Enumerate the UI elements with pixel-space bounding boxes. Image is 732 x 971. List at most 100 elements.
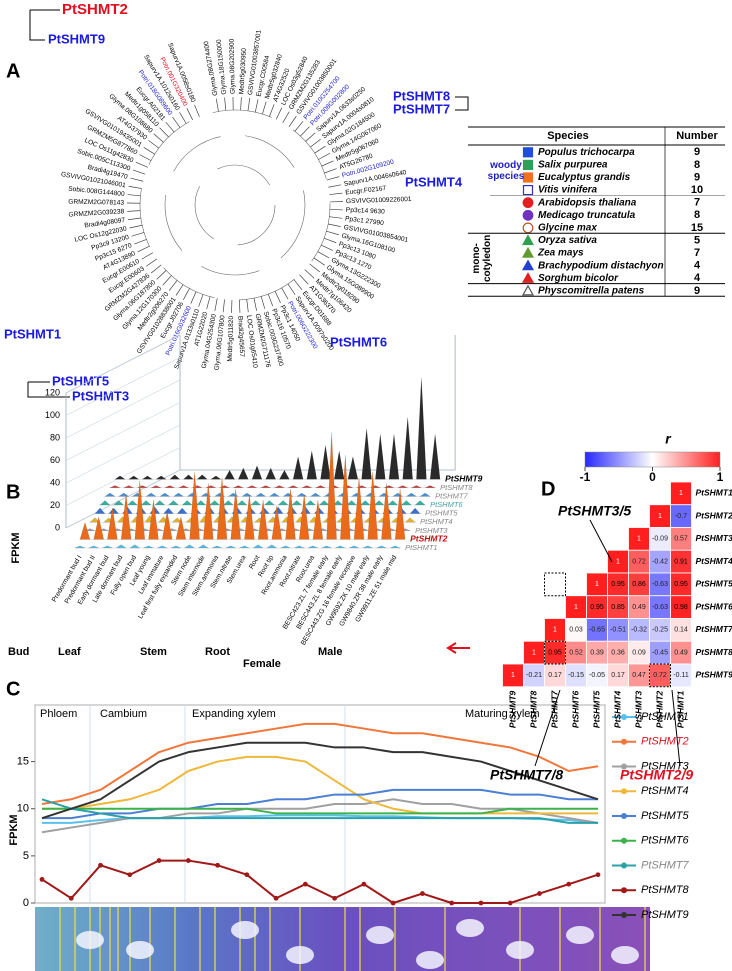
- heat-value: 0.17: [548, 672, 562, 679]
- colorbar: [584, 451, 721, 468]
- series-point: [507, 900, 513, 906]
- spike: [161, 511, 173, 540]
- tree-branch: [328, 184, 342, 188]
- gene-label: Glyma.08G202900: [229, 38, 237, 94]
- tree-branch: [254, 99, 259, 113]
- gene-label: Pp3c14 9630: [346, 207, 385, 216]
- row-label: PtSHMT1: [696, 488, 732, 498]
- spike: [251, 465, 263, 480]
- spike: [361, 428, 372, 480]
- tree-branch: [247, 97, 251, 111]
- legend-label: PtSHMT8: [641, 884, 690, 896]
- spike: [348, 545, 360, 549]
- tree-branch: [127, 217, 141, 221]
- series-point: [449, 900, 455, 906]
- legend-dot: [621, 862, 627, 869]
- legend-label: PtSHMT9: [641, 909, 689, 921]
- tree-branch: [127, 194, 141, 197]
- spike: [115, 544, 127, 549]
- spike: [74, 545, 86, 549]
- spike: [123, 485, 134, 488]
- bracket: [455, 96, 469, 111]
- series-line: [42, 788, 598, 820]
- tree-branch: [260, 296, 266, 309]
- species-name: Physcomitrella patens: [538, 286, 645, 297]
- tree-branch: [172, 116, 181, 128]
- plot-frame: [34, 704, 606, 904]
- spike: [197, 544, 209, 549]
- spike: [241, 492, 253, 497]
- tree-branch: [143, 146, 155, 155]
- spike: [195, 500, 207, 506]
- spike: [416, 377, 427, 480]
- y-grid-line: [65, 469, 181, 529]
- group-label: mono-cotyledon: [471, 235, 493, 282]
- spike: [279, 469, 290, 480]
- spike: [304, 500, 317, 506]
- spike: [271, 505, 283, 540]
- tree-branch: [179, 112, 187, 124]
- bracket: [27, 381, 70, 398]
- tree-branch: [326, 230, 339, 236]
- spike: [113, 500, 125, 506]
- heat-value: 1: [511, 672, 515, 679]
- heat-value: 0.91: [674, 558, 688, 565]
- tree-branch: [128, 185, 142, 189]
- spike: [145, 492, 157, 497]
- spike: [301, 485, 312, 488]
- y-tick-label: 5: [23, 850, 29, 862]
- heat-value: 0.72: [632, 558, 646, 565]
- spike: [118, 492, 130, 497]
- tree-branch: [274, 291, 281, 304]
- col-label: PtSHMT3: [633, 690, 643, 728]
- spike: [210, 475, 222, 480]
- tree-branch: [321, 160, 334, 167]
- heat-value: 0.49: [674, 649, 688, 656]
- group-label: Female: [243, 658, 281, 670]
- tree-branch: [139, 154, 152, 161]
- tree-branch: [198, 294, 204, 307]
- strip-cell: [456, 919, 484, 937]
- heat-value: -0.15: [568, 672, 584, 679]
- legend-label: PtSHMT3: [641, 760, 690, 772]
- spike: [397, 485, 408, 488]
- series-line: [42, 755, 598, 815]
- tree-branch: [246, 299, 249, 313]
- species-marker: [521, 272, 535, 283]
- spike: [411, 485, 422, 488]
- series-point: [537, 891, 542, 896]
- panel-label: D: [541, 478, 555, 500]
- y-tick-label: 60: [50, 455, 60, 465]
- tree-branch: [326, 176, 340, 181]
- tree-branch: [240, 97, 242, 111]
- spike: [183, 544, 196, 549]
- colorbar-tick-label: 0: [649, 470, 656, 484]
- series-line: [42, 807, 598, 815]
- panel-label: B: [6, 481, 20, 503]
- tree-branch: [324, 168, 337, 174]
- tree-branch: [262, 101, 267, 115]
- colorbar-tick-label: -1: [580, 470, 591, 484]
- spike: [114, 475, 126, 480]
- spike: [175, 516, 187, 540]
- species-number: 7: [694, 197, 700, 209]
- series-point: [478, 900, 484, 906]
- heat-value: 0.57: [674, 536, 688, 543]
- spike: [419, 492, 431, 497]
- series-point: [98, 862, 103, 868]
- species-number: 5: [694, 234, 700, 246]
- legend-dot: [621, 738, 627, 745]
- spike: [233, 485, 244, 488]
- series-label: PtSHMT8: [440, 483, 473, 492]
- spike: [414, 500, 426, 506]
- series-label: PtSHMT2: [410, 534, 448, 544]
- series-point: [273, 895, 279, 901]
- y-tick-label: 100: [45, 410, 60, 420]
- series-point: [595, 872, 601, 878]
- spike: [140, 500, 152, 506]
- micrograph-strip: [35, 907, 650, 971]
- species-number: 9: [694, 285, 700, 297]
- spike: [347, 456, 359, 480]
- annotation: PtSHMT2/9: [620, 767, 693, 783]
- row-label: PtSHMT8: [696, 647, 732, 657]
